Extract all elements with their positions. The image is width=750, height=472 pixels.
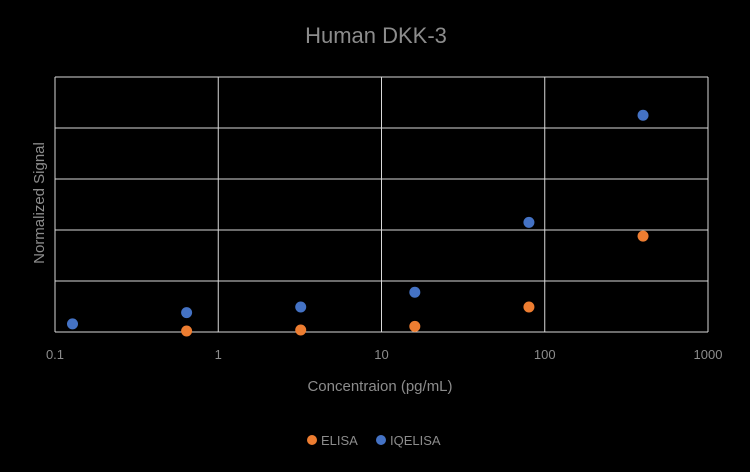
chart-title: Human DKK-3	[305, 23, 447, 48]
point-elisa	[409, 320, 421, 332]
x-tick-label: 0.1	[46, 347, 64, 362]
data-points	[67, 109, 649, 337]
x-axis-label: Concentraion (pg/mL)	[307, 378, 452, 395]
point-iqelisa	[67, 318, 79, 330]
x-tick-label: 10	[374, 347, 388, 362]
point-iqelisa	[523, 216, 535, 228]
legend: ELISA IQELISA	[307, 433, 441, 448]
legend-marker-elisa	[307, 435, 317, 445]
point-elisa	[637, 230, 649, 242]
point-elisa	[523, 301, 535, 313]
grid-lines	[54, 76, 709, 333]
legend-marker-iqelisa	[376, 435, 386, 445]
point-iqelisa	[181, 307, 193, 319]
point-iqelisa	[637, 109, 649, 121]
point-elisa	[295, 324, 307, 336]
legend-label-elisa: ELISA	[321, 433, 358, 448]
y-axis-label: Normalized Signal	[31, 142, 48, 264]
x-tick-label: 100	[534, 347, 556, 362]
x-tick-label: 1000	[694, 347, 723, 362]
point-iqelisa	[409, 286, 421, 298]
legend-label-iqelisa: IQELISA	[390, 433, 441, 448]
x-tick-label: 1	[215, 347, 222, 362]
point-elisa	[181, 325, 193, 337]
point-iqelisa	[295, 301, 307, 313]
x-tick-labels: 0.1 1 10 100 1000	[46, 347, 723, 362]
